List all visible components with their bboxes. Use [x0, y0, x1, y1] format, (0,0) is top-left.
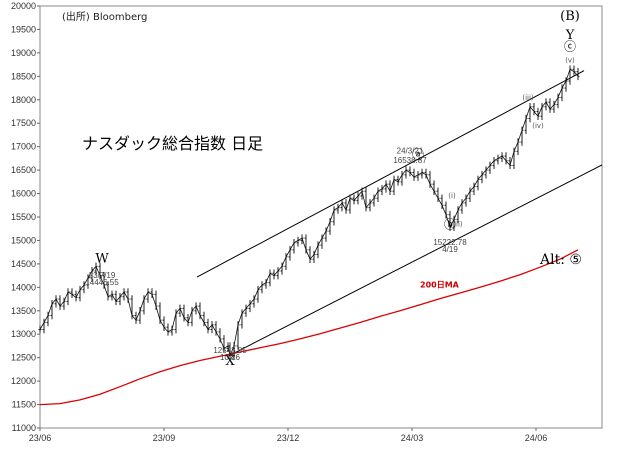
- annotation-label: (i): [448, 192, 456, 200]
- y-tick-label: 17000: [11, 142, 36, 152]
- y-tick-label: 14000: [11, 282, 36, 292]
- annotation-label: ⓐ: [412, 147, 424, 161]
- y-tick-label: 18500: [11, 71, 36, 81]
- y-tick-label: 12000: [11, 376, 36, 386]
- annotation-label: 24/3/21: [397, 147, 424, 156]
- price-line: [39, 68, 579, 358]
- x-tick-label: 24/03: [401, 433, 424, 443]
- annotation-label: ⓒ: [564, 40, 576, 54]
- y-tick-label: 20000: [11, 1, 36, 11]
- y-tick-label: 13500: [11, 306, 36, 316]
- x-tick-label: 23/12: [277, 433, 300, 443]
- annotation-label: (ii): [453, 220, 463, 228]
- y-tick-label: 15000: [11, 235, 36, 245]
- lower-channel-line: [227, 164, 603, 357]
- annotation-label: (B): [560, 9, 580, 24]
- y-tick-label: 19000: [11, 48, 36, 58]
- y-tick-label: 17500: [11, 118, 36, 128]
- annotation-label: (v): [565, 56, 575, 64]
- annotation-label: 16538.87: [393, 156, 427, 165]
- y-tick-label: 19500: [11, 24, 36, 34]
- y-tick-label: 18000: [11, 95, 36, 105]
- x-tick-label: 23/06: [29, 433, 52, 443]
- y-tick-label: 12500: [11, 353, 36, 363]
- annotation-label: Alt: ⑤: [539, 252, 582, 268]
- upper-channel-line: [196, 70, 585, 278]
- chart-title: ナスダック総合指数 日足: [82, 134, 263, 153]
- y-tick-label: 14500: [11, 259, 36, 269]
- annotation-label: X: [225, 354, 235, 369]
- annotation-label: Y: [565, 28, 575, 43]
- annotation-label: ⓑ: [444, 218, 456, 232]
- y-tick-label: 11000: [12, 423, 36, 433]
- y-tick-label: 16000: [11, 189, 36, 199]
- y-tick-label: 11500: [12, 400, 36, 410]
- x-tick-label: 23/09: [153, 433, 176, 443]
- ma-200-line: [39, 249, 579, 406]
- annotation-label: (iv): [532, 122, 544, 130]
- annotation-label: 15222.78: [433, 238, 467, 247]
- annotation-label: 14446.55: [85, 278, 119, 287]
- source-label: (出所) Bloomberg: [62, 10, 147, 23]
- y-tick-label: 13000: [11, 329, 36, 339]
- annotation-label: 4/19: [442, 245, 458, 254]
- annotation-label: W: [95, 251, 109, 266]
- x-tick-label: 24/06: [525, 433, 548, 443]
- annotation-label: 23/7/19: [89, 271, 116, 280]
- annotation-label: 200日MA: [420, 280, 460, 289]
- y-tick-label: 15500: [11, 212, 36, 222]
- annotation-label: 10/26: [220, 353, 241, 362]
- y-tick-label: 16500: [11, 165, 36, 175]
- annotation-label: (iii): [522, 94, 534, 102]
- plot-frame: [39, 5, 603, 429]
- annotation-label: 12543.85: [213, 346, 247, 355]
